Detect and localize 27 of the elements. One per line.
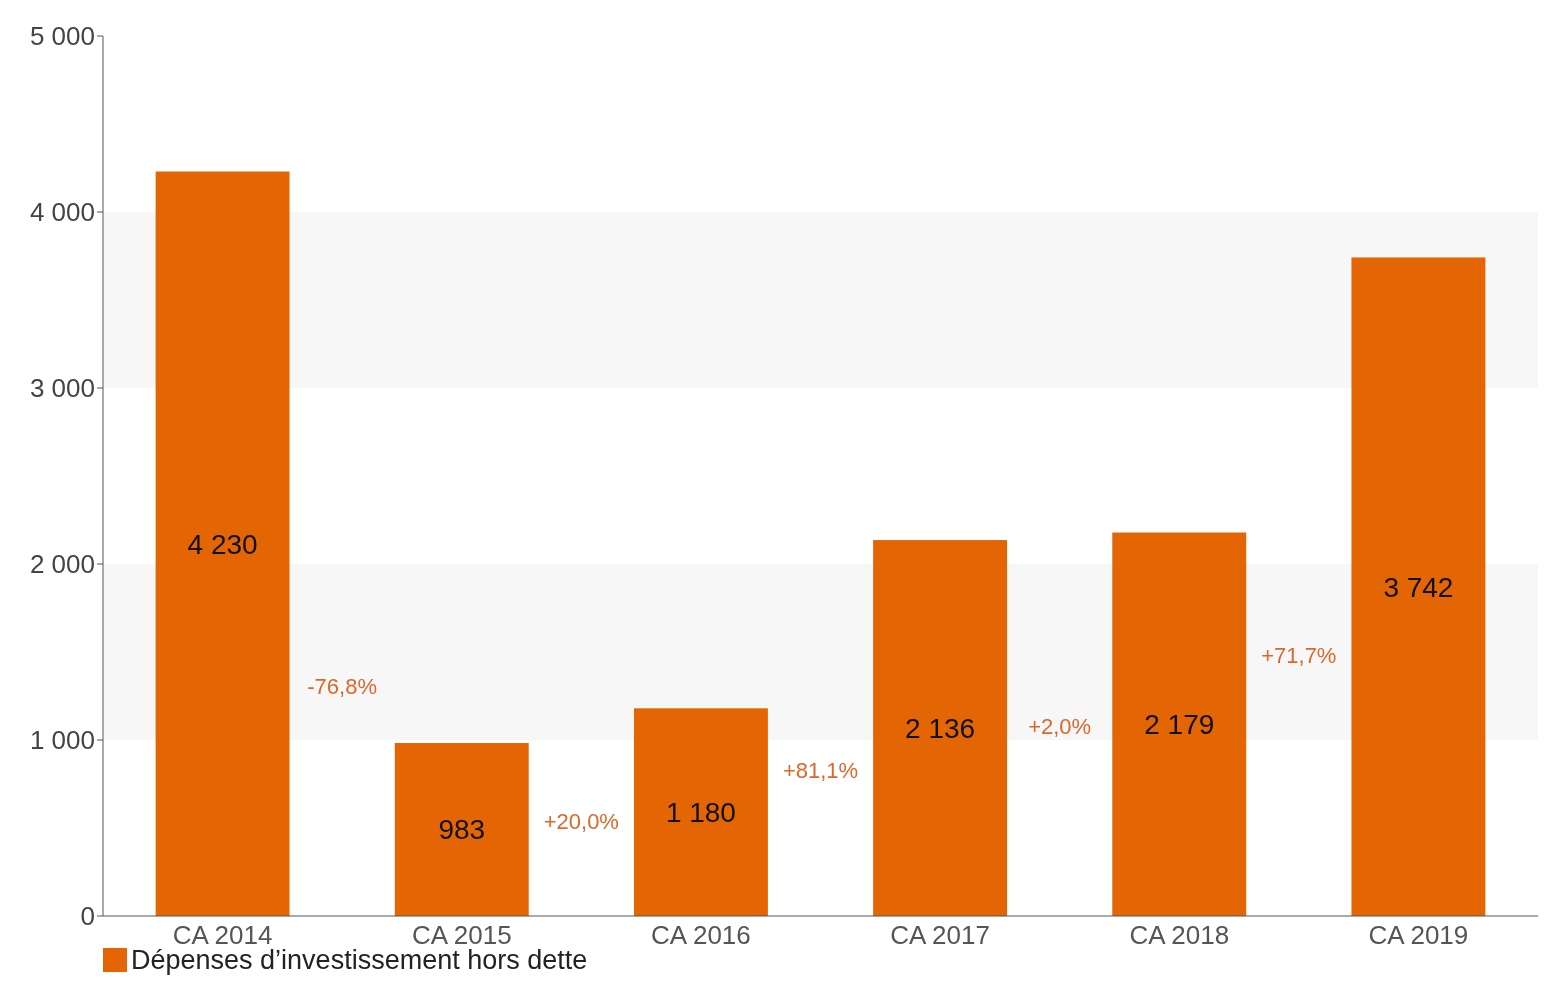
y-tick-label: 2 000 (29, 549, 95, 580)
text: 983 (438, 814, 486, 846)
y-tick-label: 1 000 (29, 725, 95, 756)
text: 2 179 (1144, 709, 1215, 741)
bar (873, 540, 1008, 916)
x-tick-label: CA 2019 (1368, 920, 1469, 950)
x-tick-label: CA 2017 (890, 920, 990, 950)
text: 2 136 (905, 712, 976, 744)
y-tick-label: 3 000 (29, 373, 95, 404)
y-tick-label: 0 (80, 901, 95, 932)
text: 3 742 (1383, 571, 1454, 603)
y-tick-label: 5 000 (29, 21, 95, 52)
text: 1 180 (665, 796, 736, 828)
annotation: +20,0% (543, 808, 619, 834)
annotation: +71,7% (1261, 643, 1337, 669)
bar (155, 171, 290, 916)
annotation: -76,8% (307, 674, 378, 700)
bar (1112, 532, 1247, 916)
bar (1351, 257, 1486, 916)
bar (633, 708, 768, 916)
annotation: +81,1% (782, 757, 859, 783)
y-tick-label: 4 000 (29, 197, 95, 228)
annotation: +2,0% (1028, 713, 1092, 739)
bar (394, 742, 529, 916)
text: 4 230 (187, 528, 258, 560)
x-tick-label: CA 2016 (651, 920, 751, 950)
x-tick-label: CA 2018 (1129, 920, 1230, 950)
